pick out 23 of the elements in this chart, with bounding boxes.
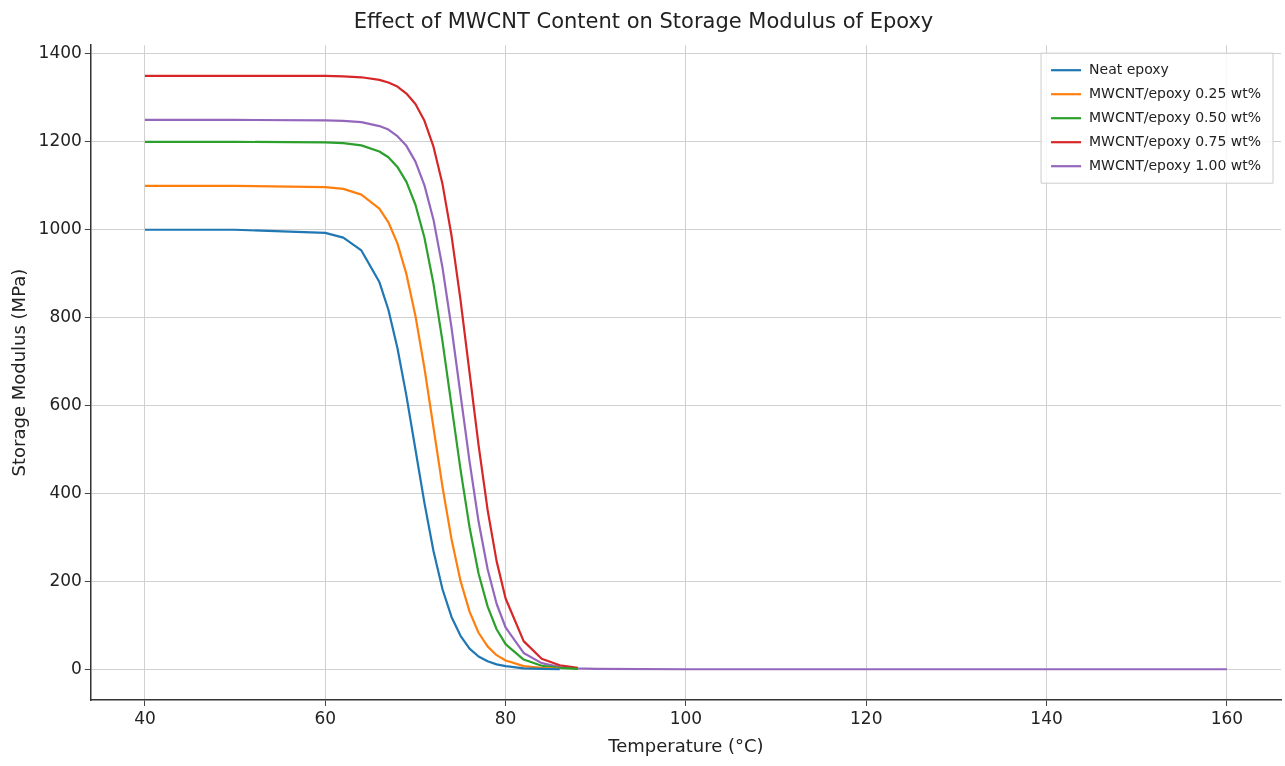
x-tick-label: 100 (669, 707, 703, 728)
y-tick-label: 0 (71, 657, 82, 678)
x-tick-label: 120 (850, 707, 883, 728)
y-tick-label: 1000 (38, 218, 82, 239)
x-tick-label: 40 (134, 707, 156, 728)
x-tick-label: 60 (314, 707, 337, 728)
legend-label: MWCNT/epoxy 0.25 wt% (1089, 84, 1262, 101)
y-tick-label: 800 (49, 306, 82, 327)
legend-label: MWCNT/epoxy 0.50 wt% (1089, 108, 1262, 125)
y-tick-label: 200 (49, 569, 82, 590)
legend-label: Neat epoxy (1089, 60, 1169, 77)
y-tick-label: 1400 (38, 42, 82, 63)
x-axis-title: Temperature (°C) (607, 734, 764, 756)
y-axis-title: Storage Modulus (MPa) (8, 268, 30, 477)
x-tick-label: 140 (1030, 707, 1063, 728)
legend-label: MWCNT/epoxy 1.00 wt% (1089, 156, 1262, 173)
y-tick-label: 600 (49, 393, 82, 414)
y-tick-label: 400 (49, 481, 82, 502)
legend-label: MWCNT/epoxy 0.75 wt% (1089, 132, 1262, 149)
chart-title: Effect of MWCNT Content on Storage Modulus of Epoxy (353, 9, 934, 34)
x-tick-label: 160 (1210, 707, 1244, 728)
x-tick-label: 80 (494, 707, 517, 728)
y-tick-label: 1200 (38, 130, 82, 151)
